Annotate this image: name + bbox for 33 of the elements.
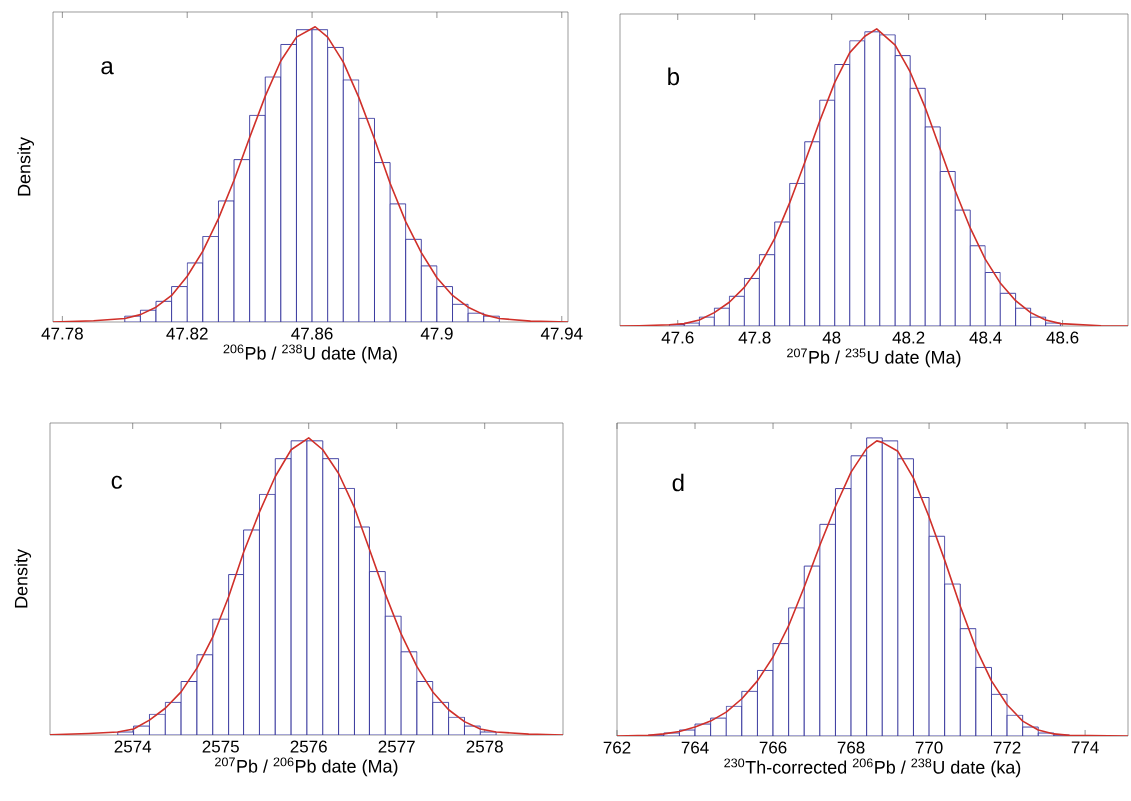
x-tick-label: 47.6	[661, 331, 694, 344]
x-tick-label: 2575	[202, 740, 239, 753]
annotation: b	[668, 67, 680, 86]
x-axis-title: $^{206}$Pb / $^{238}$U date (Ma)	[223, 344, 397, 364]
x-tick-label: 2574	[114, 740, 152, 753]
annotation: a	[101, 61, 114, 75]
x-tick-label: 48.4	[969, 331, 1002, 344]
x-axis-title: $^{230}$Th-corrected $^{206}$Pb / $^{238}$U date (ka)	[724, 758, 1021, 778]
x-tick-label: 48.6	[1046, 331, 1079, 344]
x-axis-title: $^{207}$Pb / $^{235}$U date (Ma)	[787, 348, 961, 368]
y-axis-title: Density	[17, 137, 35, 196]
annotation: d	[672, 473, 684, 492]
x-tick-label: 772	[993, 741, 1021, 754]
x-tick-label: 47.8	[738, 331, 771, 344]
x-tick-label: 2576	[290, 740, 327, 753]
x-tick-label: 764	[681, 741, 709, 754]
x-tick-label: 770	[915, 741, 943, 754]
x-tick-label: 2578	[466, 740, 503, 753]
x-tick-label: 766	[759, 741, 787, 754]
x-tick-label: 47.86	[291, 327, 333, 340]
x-tick-label: 47.9	[420, 327, 453, 340]
x-tick-label: 47.82	[166, 327, 208, 340]
x-tick-label: 774	[1071, 741, 1099, 754]
y-axis-title: Density	[14, 549, 32, 608]
x-tick-label: 47.78	[41, 327, 83, 340]
x-tick-label: 2577	[378, 740, 415, 753]
annotation: c	[111, 475, 123, 489]
x-tick-label: 48	[822, 331, 841, 344]
x-axis-title: $^{207}$Pb / $^{206}$Pb date (Ma)	[215, 757, 398, 777]
x-tick-label: 762	[603, 741, 631, 754]
x-tick-label: 47.94	[540, 327, 583, 340]
x-tick-label: 48.2	[892, 331, 925, 344]
x-tick-label: 768	[837, 741, 865, 754]
